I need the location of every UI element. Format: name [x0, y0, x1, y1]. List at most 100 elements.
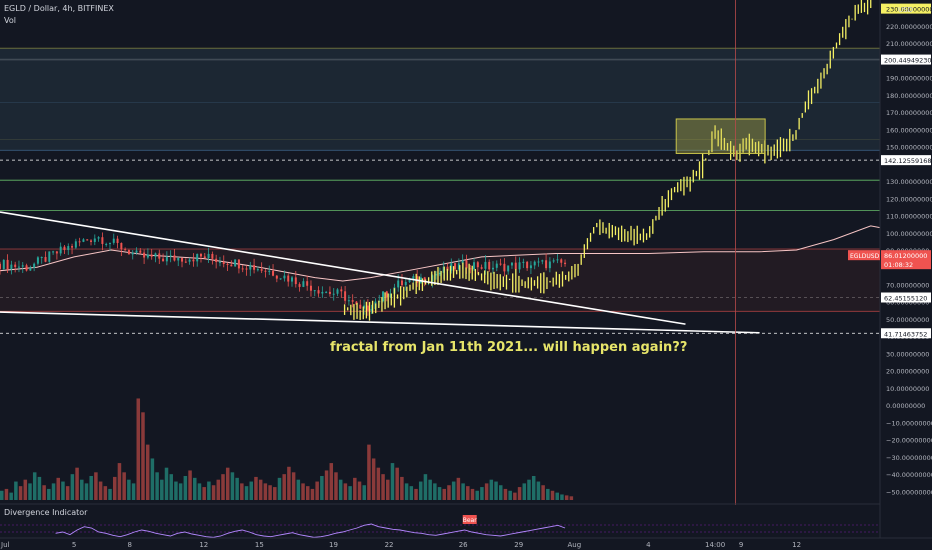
price-label: 62.45155120 — [884, 294, 927, 302]
candle-body — [294, 277, 297, 285]
volume-bar — [9, 492, 13, 500]
candle-body — [181, 257, 184, 262]
volume-bar — [28, 483, 32, 500]
y-tick-label: 50.00000000 — [886, 316, 929, 324]
candle-body — [382, 291, 385, 302]
candle-body — [211, 253, 214, 259]
candle-body — [124, 249, 127, 251]
volume-bar — [367, 444, 371, 500]
fractal-projection — [343, 0, 872, 321]
volume-bar — [235, 477, 239, 500]
candle-body — [548, 261, 551, 269]
chart-annotation: fractal from Jan 11th 2021... will happe… — [330, 340, 688, 355]
y-tick-label: 0.00000000 — [886, 402, 925, 410]
time-axis[interactable]: Jul 5 8 12 15 19 22 26 29 Aug 4 14:00 9 12 — [0, 537, 932, 550]
candle-body — [33, 263, 36, 268]
y-tick-label: −40.00000000 — [886, 471, 932, 479]
price-axis-bg — [880, 0, 932, 550]
candle-body — [291, 277, 294, 282]
volume-bar — [183, 476, 188, 500]
candle-body — [234, 259, 237, 267]
candle-body — [454, 263, 457, 270]
volume-bar — [145, 444, 150, 500]
volume-bar — [522, 483, 527, 500]
candle-body — [241, 268, 244, 270]
candle-body — [518, 262, 521, 270]
volume-bar — [414, 488, 418, 500]
candle-body — [230, 264, 233, 267]
volume-bar — [338, 479, 343, 500]
candle-body — [397, 280, 400, 288]
candle-body — [325, 291, 328, 293]
volume-bar — [550, 490, 555, 500]
candle-body — [256, 269, 259, 271]
candle-body — [112, 238, 115, 243]
volume-bar — [418, 481, 423, 500]
x-tick-label: 22 — [385, 541, 394, 549]
candle-body — [461, 260, 464, 264]
candle-body — [71, 246, 74, 248]
volume-bar — [451, 481, 456, 500]
highlight-box — [675, 118, 766, 154]
candle-body — [491, 267, 494, 270]
candle-body — [503, 263, 506, 272]
volume-bar — [202, 487, 206, 500]
volume-bar — [348, 486, 352, 500]
y-tick-label: 190.00000000 — [886, 75, 932, 83]
candle-body — [237, 259, 240, 269]
candle-body — [438, 272, 441, 275]
price-label-bg — [881, 54, 931, 65]
volume-bar — [301, 483, 305, 500]
volume-bar — [541, 485, 545, 500]
candle-body — [560, 259, 563, 263]
candle-body — [340, 289, 343, 292]
candle-body — [488, 261, 491, 270]
candle-body — [332, 293, 335, 295]
volume-bar — [395, 467, 399, 500]
candle-body — [450, 263, 453, 271]
candle-body — [17, 266, 20, 268]
x-tick-label: 15 — [255, 541, 264, 549]
price-axis[interactable]: 230.00000000 220.00000000 210.00000000 190.… — [848, 0, 932, 550]
volume-bar — [141, 412, 145, 500]
candle-body — [10, 264, 13, 270]
range-zone — [0, 48, 880, 312]
candle-body — [2, 259, 5, 269]
x-tick-label: Jul — [0, 541, 10, 549]
candle-body — [283, 275, 286, 279]
candle-body — [564, 262, 567, 264]
volume-bar — [475, 490, 479, 500]
volume-bar — [315, 481, 319, 500]
candle-body — [389, 293, 392, 298]
candle-body — [177, 257, 180, 261]
volume-bar — [155, 472, 159, 500]
volume-bar — [324, 470, 329, 500]
volume-bar — [70, 474, 75, 500]
volume-bar — [320, 476, 324, 500]
candle-body — [184, 261, 187, 263]
candle-body — [385, 291, 388, 298]
volume-bar — [536, 481, 541, 500]
volume-bar — [291, 472, 296, 500]
indicator-line — [55, 523, 566, 538]
volume-bar — [531, 476, 536, 500]
candle-body — [63, 246, 66, 250]
volume-bar — [508, 490, 512, 500]
candle-body — [188, 259, 191, 262]
candle-body — [400, 280, 403, 286]
volume-bar — [42, 485, 46, 500]
symbol-title: EGLD / Dollar, 4h, BITFINEX — [4, 4, 114, 13]
volume-bar — [371, 458, 376, 500]
volume-bar — [329, 463, 334, 500]
volume-bar — [230, 472, 235, 500]
price-label: 200.44949230 — [884, 57, 932, 65]
upper-zone — [0, 48, 880, 150]
candle-body — [97, 237, 100, 239]
volume-bar — [470, 488, 475, 500]
volume-bar — [207, 481, 211, 500]
volume-bar — [117, 463, 122, 500]
candle-body — [21, 265, 24, 267]
y-tick-label: 130.00000000 — [886, 178, 932, 186]
y-tick-label: 100.00000000 — [886, 230, 932, 238]
